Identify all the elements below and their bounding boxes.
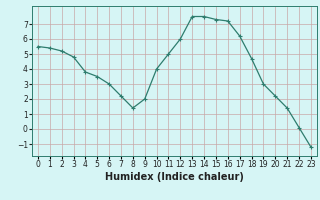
- X-axis label: Humidex (Indice chaleur): Humidex (Indice chaleur): [105, 172, 244, 182]
